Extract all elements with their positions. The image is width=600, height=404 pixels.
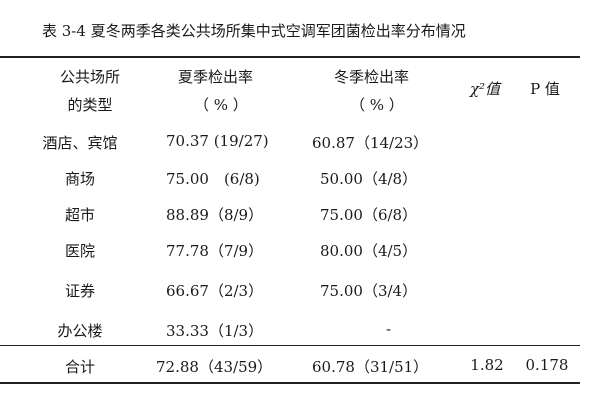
row-summer: 33.33（1/3）	[166, 322, 264, 340]
bottom-rule	[0, 382, 580, 384]
header-summer-line1: 夏季检出率	[178, 68, 254, 86]
total-chi-square: 1.82	[470, 356, 504, 374]
row-summer: 75.00 (6/8)	[166, 170, 260, 188]
total-type: 合计	[64, 358, 95, 376]
row-type: 超市	[64, 206, 95, 224]
total-winter: 60.78（31/51）	[312, 358, 429, 376]
row-summer: 88.89（8/9）	[166, 206, 264, 224]
header-type-line2: 的类型	[67, 96, 113, 114]
row-winter: 80.00（4/5）	[320, 242, 418, 260]
row-summer: 70.37 (19/27)	[166, 132, 269, 150]
header-winter-line2: （ % ）	[350, 96, 404, 114]
row-winter: 75.00（6/8）	[320, 206, 418, 224]
row-summer: 77.78（7/9）	[166, 242, 264, 260]
row-winter: 75.00（3/4）	[320, 282, 418, 300]
row-type: 商场	[64, 170, 95, 188]
row-winter: -	[386, 320, 392, 338]
top-rule	[0, 56, 580, 58]
table-caption: 表 3-4 夏冬两季各类公共场所集中式空调军团菌检出率分布情况	[42, 22, 466, 40]
header-type-line1: 公共场所	[59, 68, 120, 86]
row-type: 证券	[64, 282, 95, 300]
total-p-value: 0.178	[525, 356, 569, 374]
row-type: 酒店、宾馆	[42, 134, 118, 152]
total-rule	[0, 345, 580, 346]
header-winter-line1: 冬季检出率	[334, 68, 410, 86]
row-type: 医院	[64, 242, 95, 260]
row-winter: 60.87（14/23）	[312, 134, 429, 152]
header-p-value: P 值	[530, 80, 560, 98]
row-winter: 50.00（4/8）	[320, 170, 418, 188]
row-summer: 66.67（2/3）	[166, 282, 264, 300]
row-type: 办公楼	[57, 322, 103, 340]
header-chi-square: χ²值	[469, 80, 501, 98]
header-summer-line2: （ % ）	[194, 96, 248, 114]
total-summer: 72.88（43/59）	[156, 358, 273, 376]
